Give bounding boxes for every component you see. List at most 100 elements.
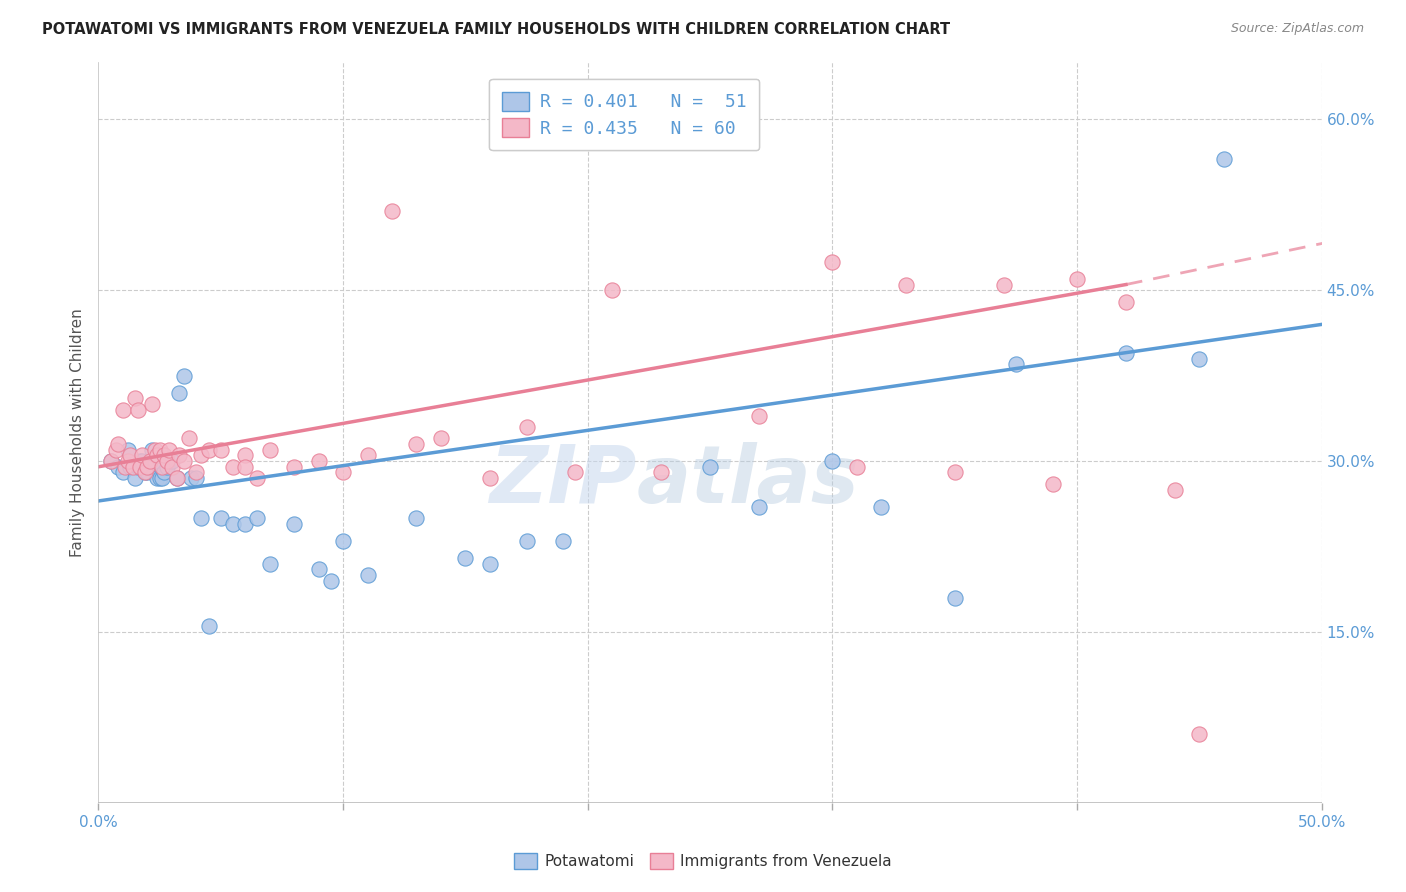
Point: [1188, 727, 1211, 741]
Point: [870, 500, 893, 514]
Point: [190, 511, 212, 525]
Point: [283, 516, 305, 531]
Point: [136, 466, 159, 480]
Point: [515, 420, 537, 434]
Point: [146, 471, 169, 485]
Point: [650, 466, 672, 480]
Point: [332, 466, 354, 480]
Point: [150, 471, 173, 485]
Point: [821, 454, 844, 468]
Point: [157, 442, 180, 457]
Point: [129, 459, 152, 474]
Point: [222, 516, 245, 531]
Point: [141, 397, 163, 411]
Point: [943, 466, 966, 480]
Point: [100, 454, 122, 468]
Point: [153, 466, 176, 480]
Point: [821, 254, 844, 268]
Point: [1188, 351, 1211, 366]
Point: [177, 431, 200, 445]
Point: [943, 591, 966, 605]
Point: [111, 402, 134, 417]
Point: [124, 392, 146, 406]
Point: [1115, 294, 1137, 309]
Point: [308, 454, 330, 468]
Point: [166, 471, 188, 485]
Point: [127, 459, 149, 474]
Point: [186, 471, 208, 485]
Point: [149, 471, 172, 485]
Point: [143, 454, 166, 468]
Point: [1164, 483, 1187, 497]
Point: [209, 442, 232, 457]
Point: [136, 459, 159, 474]
Point: [153, 449, 176, 463]
Point: [150, 459, 173, 474]
Text: Source: ZipAtlas.com: Source: ZipAtlas.com: [1230, 22, 1364, 36]
Point: [553, 533, 575, 548]
Point: [1004, 357, 1026, 371]
Point: [699, 459, 721, 474]
Point: [180, 471, 202, 485]
Point: [1042, 476, 1064, 491]
Point: [246, 471, 269, 485]
Point: [107, 437, 129, 451]
Point: [139, 459, 162, 474]
Legend: R = 0.401   N =  51, R = 0.435   N = 60: R = 0.401 N = 51, R = 0.435 N = 60: [489, 78, 759, 150]
Point: [515, 533, 537, 548]
Point: [209, 511, 232, 525]
Point: [259, 557, 281, 571]
Point: [993, 277, 1015, 292]
Point: [405, 511, 427, 525]
Point: [197, 442, 219, 457]
Point: [894, 277, 917, 292]
Point: [117, 442, 139, 457]
Point: [104, 442, 127, 457]
Point: [308, 562, 330, 576]
Point: [149, 442, 172, 457]
Point: [356, 449, 378, 463]
Point: [845, 459, 868, 474]
Point: [107, 459, 129, 474]
Point: [190, 449, 212, 463]
Point: [121, 459, 143, 474]
Point: [131, 449, 153, 463]
Point: [186, 466, 208, 480]
Legend: Potawatomi, Immigrants from Venezuela: Potawatomi, Immigrants from Venezuela: [508, 847, 898, 875]
Point: [381, 203, 404, 218]
Point: [141, 442, 163, 457]
Point: [222, 459, 245, 474]
Point: [160, 454, 183, 468]
Point: [167, 385, 190, 400]
Y-axis label: Family Households with Children: Family Households with Children: [69, 309, 84, 557]
Point: [319, 574, 342, 588]
Point: [173, 368, 195, 383]
Point: [197, 619, 219, 633]
Point: [127, 402, 149, 417]
Point: [173, 454, 195, 468]
Point: [160, 459, 183, 474]
Point: [131, 454, 153, 468]
Point: [124, 471, 146, 485]
Point: [454, 550, 477, 565]
Point: [233, 459, 256, 474]
Point: [166, 471, 188, 485]
Point: [1115, 346, 1137, 360]
Point: [748, 500, 770, 514]
Point: [332, 533, 354, 548]
Point: [100, 454, 122, 468]
Point: [111, 466, 134, 480]
Point: [233, 449, 256, 463]
Point: [134, 466, 156, 480]
Point: [117, 454, 139, 468]
Point: [283, 459, 305, 474]
Point: [120, 449, 142, 463]
Point: [600, 283, 623, 297]
Point: [1066, 272, 1088, 286]
Point: [120, 459, 142, 474]
Point: [1212, 153, 1234, 167]
Point: [167, 449, 190, 463]
Point: [134, 466, 156, 480]
Point: [156, 459, 179, 474]
Text: ZIP: ZIP: [489, 442, 637, 520]
